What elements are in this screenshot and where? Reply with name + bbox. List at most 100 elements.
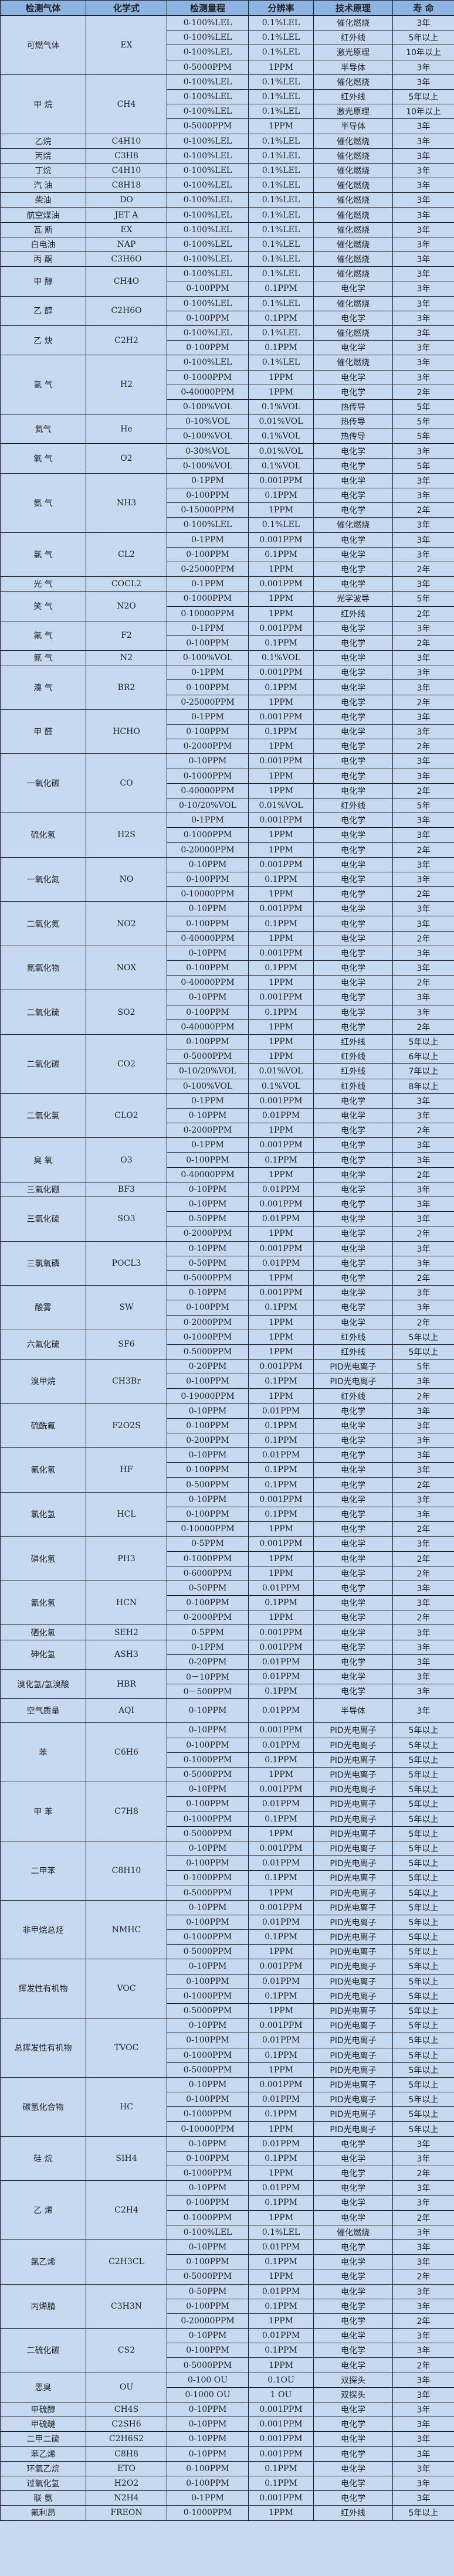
technology-cell: PID光电离子 — [313, 1782, 393, 1797]
technology-cell: 双探头 — [313, 2372, 393, 2388]
table-header: 检测气体 化学式 检测量程 分辨率 技术原理 寿 命 — [0, 0, 454, 16]
range-cell: 0-20PPM — [167, 1359, 249, 1375]
technology-cell: PID光电离子 — [313, 1914, 393, 1931]
lifespan-cell: 3年 — [392, 1181, 454, 1198]
lifespan-cell: 3年 — [392, 1491, 454, 1507]
gas-name-cell: 瓦 斯 — [0, 222, 86, 237]
technology-cell: 电化学 — [313, 369, 393, 385]
resolution-cell: 0.01PPM — [248, 1580, 314, 1596]
range-cell: 0-10PPM — [167, 1491, 249, 1507]
table-row: 三氟化硼 BF3 0-10PPM 0.01PPM 电化学 3年 — [0, 1181, 454, 1198]
resolution-cell: 0.001PPM — [248, 620, 314, 636]
range-cell: 0-100PPM — [167, 281, 249, 297]
technology-cell: 催化燃烧 — [313, 295, 393, 311]
lifespan-cell: 5年以上 — [392, 1034, 454, 1050]
resolution-cell: 0.01%VOL — [248, 414, 314, 430]
formula-cell: TVOC — [86, 2018, 167, 2078]
range-cell: 0-100%LEL — [167, 295, 249, 311]
range-cell: 0-1PPM — [167, 532, 249, 548]
table-row: 0-100PPM 0.1PPM 电化学 3年 — [1, 1418, 454, 1434]
range-cell: 0-10PPM — [167, 2239, 249, 2255]
gas-name-cell: 氟 气 — [0, 620, 86, 651]
range-cell: 0-1PPM — [167, 2490, 249, 2506]
range-cell: 0-10PPM — [167, 2180, 249, 2196]
range-cell: 0-1PPM — [167, 709, 249, 725]
gas-name-cell: 二甲苯 — [0, 1840, 86, 1901]
range-cell: 0-10PPM — [167, 1899, 249, 1915]
technology-cell: 电化学 — [313, 1167, 393, 1182]
lifespan-cell: 5年 — [392, 591, 454, 607]
technology-cell: 电化学 — [313, 2343, 393, 2358]
table-row: 0-100PPM 0.01PPM PID光电离子 5年以上 — [1, 1914, 454, 1931]
lifespan-cell: 3年 — [392, 2372, 454, 2388]
resolution-cell: 0.1%LEL — [248, 355, 314, 371]
technology-cell: 电化学 — [313, 1580, 393, 1596]
technology-cell: 电化学 — [313, 945, 393, 961]
table-row: 0-100PPM 0.1PPM 电化学 3年 — [1, 281, 454, 297]
resolution-cell: 1PPM — [248, 2121, 314, 2137]
table-row: 0-5000PPM 1PPM PID光电离子 5年以上 — [1, 1944, 454, 1960]
technology-cell: 电化学 — [313, 576, 393, 592]
technology-cell: PID光电离子 — [313, 1973, 393, 1989]
range-cell: 0-100PPM — [167, 1973, 249, 1989]
range-cell: 0-100PPM — [167, 2475, 249, 2492]
formula-cell: ASH3 — [86, 1639, 167, 1670]
resolution-cell: 0.1PPM — [248, 2195, 314, 2211]
table-row: 溴甲烷 CH3Br 0-20PPM 0.001PPM PID光电离子 5年 — [0, 1359, 454, 1404]
range-cell: 0-10PPM — [167, 2018, 249, 2034]
range-cell: 0-10PPM — [167, 753, 249, 769]
range-cell: 0-10PPM — [167, 1959, 249, 1975]
range-cell: 0-100%LEL — [167, 104, 249, 120]
gas-name-cell: 硫酰氟 — [0, 1403, 86, 1449]
resolution-cell: 0.001PPM — [248, 2018, 314, 2034]
formula-cell: H2S — [86, 813, 167, 858]
table-row: 三氧化硫 SO3 0-10PPM 0.001PPM 电化学 3年 — [0, 1196, 454, 1242]
table-row: 二氧化氯 CLO2 0-1PPM 0.001PPM 电化学 3年 — [0, 1093, 454, 1139]
range-cell: 0-1000PPM — [167, 591, 249, 607]
formula-cell: H2O2 — [86, 2475, 167, 2492]
resolution-cell: 0.001PPM — [248, 1285, 314, 1301]
lifespan-cell: 3年 — [392, 517, 454, 533]
range-cell: 0-5PPM — [167, 1625, 249, 1640]
range-cell: 0-100PPM — [167, 1914, 249, 1931]
resolution-cell: 1PPM — [248, 739, 314, 755]
technology-cell: 电化学 — [313, 1595, 393, 1611]
lifespan-cell: 2年 — [392, 2165, 454, 2181]
resolution-cell: 1PPM — [248, 1521, 314, 1537]
range-cell: 0-100PPM — [167, 2254, 249, 2270]
gas-name-cell: 甲 醛 — [0, 709, 86, 755]
table-row: 0-100PPM 0.1PPM 电化学 3年 — [1, 340, 454, 356]
table-row: 0-100PPM 0.1PPM 电化学 3年 — [1, 310, 454, 326]
resolution-cell: 1PPM — [248, 384, 314, 400]
range-cell: 0-10PPM — [167, 945, 249, 961]
lifespan-cell: 3年 — [392, 857, 454, 872]
table-row: 氟利昂 FREON 0-1000PPM 1PPM 红外线 5年以上 — [0, 2505, 454, 2521]
resolution-cell: 1PPM — [248, 606, 314, 621]
resolution-cell: 0.001PPM — [248, 473, 314, 489]
range-cell: 0-1PPM — [167, 576, 249, 592]
resolution-cell: 0.1PPM — [248, 310, 314, 326]
resolution-cell: 0.01PPM — [248, 1403, 314, 1419]
table-row: 臭 氧 O3 0-1PPM 0.001PPM 电化学 3年 — [0, 1137, 454, 1182]
range-cell: 0-100PPM — [167, 916, 249, 932]
table-row: 0-100PPM 0.01PPM PID光电离子 5年以上 — [1, 1796, 454, 1812]
range-cell: 0-5000PPM — [167, 2269, 249, 2285]
formula-cell: CLO2 — [86, 1093, 167, 1139]
gas-name-cell: 氟化氢 — [0, 1447, 86, 1493]
lifespan-cell: 3年 — [392, 148, 454, 164]
resolution-cell: 0.001PPM — [248, 709, 314, 725]
table-row: 0-100PPM 0.01PPM PID光电离子 5年以上 — [1, 1855, 454, 1871]
table-row: 0-5000PPM 1PPM PID光电离子 5年以上 — [1, 1766, 454, 1783]
resolution-cell: 1PPM — [248, 783, 314, 798]
formula-cell: N2 — [86, 650, 167, 666]
resolution-cell: 0.01PPM — [248, 1211, 314, 1227]
table-row: 乙烷 C4H10 0-100%LEL 0.1%LEL 催化燃烧 3年 — [0, 133, 454, 149]
gas-name-cell: 一氧化氮 — [0, 857, 86, 902]
table-row: 0-40000PPM 1PPM 电化学 2年 — [1, 1019, 454, 1035]
resolution-cell: 1PPM — [248, 1885, 314, 1901]
table-row: 0-100PPM 0.1PPM 电化学 3年 — [1, 1595, 454, 1611]
resolution-cell: 0.01%VOL — [248, 443, 314, 459]
lifespan-cell: 2年 — [392, 1477, 454, 1493]
lifespan-cell: 3年 — [392, 871, 454, 888]
gas-name-cell: 光 气 — [0, 576, 86, 592]
